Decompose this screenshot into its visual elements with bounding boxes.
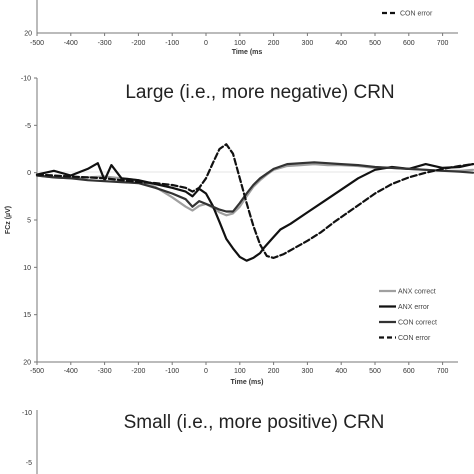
top-x-tick-label: -300 [98,40,112,47]
top-legend-label-con-error: CON error [400,11,433,18]
main-y-tick-label: 0 [27,170,31,177]
main-x-tick-label: -400 [64,368,78,375]
legend-label-anx-correct: ANX correct [398,289,436,296]
top-x-tick-label: 600 [403,40,415,47]
top-x-tick-label: 400 [335,40,347,47]
main-legend: ANX correct ANX error CON correct CON error [379,289,437,342]
main-y-tick-label: 10 [23,265,31,272]
main-panel: Large (i.e., more negative) CRN -10 -5 0 5 1… [5,76,474,386]
main-x-tick-label: 600 [403,368,415,375]
main-y-tick-label: 15 [23,312,31,319]
main-x-tick-label: 100 [234,368,246,375]
top-x-tick-label: 500 [369,40,381,47]
main-y-tick-label: 5 [27,218,31,225]
top-x-tick-label: -200 [131,40,145,47]
main-series-lines [35,143,474,262]
top-x-tick-label: 200 [268,40,280,47]
main-y-tick-label: 20 [23,360,31,367]
main-x-tick-label: 300 [302,368,314,375]
top-x-tick-label: -100 [165,40,179,47]
main-x-tick-label: 500 [369,368,381,375]
main-x-tick-label: 700 [437,368,449,375]
top-x-tick-label: 100 [234,40,246,47]
top-panel: 20 -500 -400 -300 -200 -100 0 100 200 300 400 500 6… [24,0,458,56]
top-x-tick-label: 700 [437,40,449,47]
main-y-tick-label: -10 [21,76,31,83]
main-x-tick-label: -500 [30,368,44,375]
bottom-panel-heading: Small (i.e., more positive) CRN [124,412,385,433]
series-line-con-error [35,143,474,259]
bottom-panel: Small (i.e., more positive) CRN -10 -5 [22,410,385,474]
top-x-tick-label: 300 [302,40,314,47]
main-x-tick-label: -300 [98,368,112,375]
top-x-tick-label: -500 [30,40,44,47]
top-y-tick-20: 20 [24,31,32,38]
main-x-tick-label: 200 [268,368,280,375]
legend-label-anx-error: ANX error [398,304,430,311]
top-x-axis-title: Time (ms [232,49,263,56]
main-y-tick-label: -5 [25,123,31,130]
main-y-axis-title: FCz (µV) [5,206,12,234]
main-y-tick-labels: -10 -5 0 5 10 15 20 [21,76,37,367]
main-x-tick-label: -100 [165,368,179,375]
series-line-anx-error [35,162,474,262]
bottom-y-tick-neg10: -10 [22,410,32,417]
bottom-y-tick-neg5: -5 [26,460,32,467]
legend-label-con-error: CON error [398,335,431,342]
legend-label-con-correct: CON correct [398,320,437,327]
main-panel-heading: Large (i.e., more negative) CRN [125,82,394,103]
main-x-tick-labels: -500 -400 -300 -200 -100 0 100 200 300 400 500 600 7… [30,362,449,375]
main-x-tick-label: 0 [204,368,208,375]
main-x-tick-label: 400 [335,368,347,375]
top-x-tick-labels: -500 -400 -300 -200 -100 0 100 200 300 400 500 600 7… [30,33,449,47]
top-x-tick-label: 0 [204,40,208,47]
series-line-con-correct [35,161,474,213]
main-x-axis-title: Time (ms) [231,379,264,386]
main-x-tick-label: -200 [131,368,145,375]
top-x-tick-label: -400 [64,40,78,47]
